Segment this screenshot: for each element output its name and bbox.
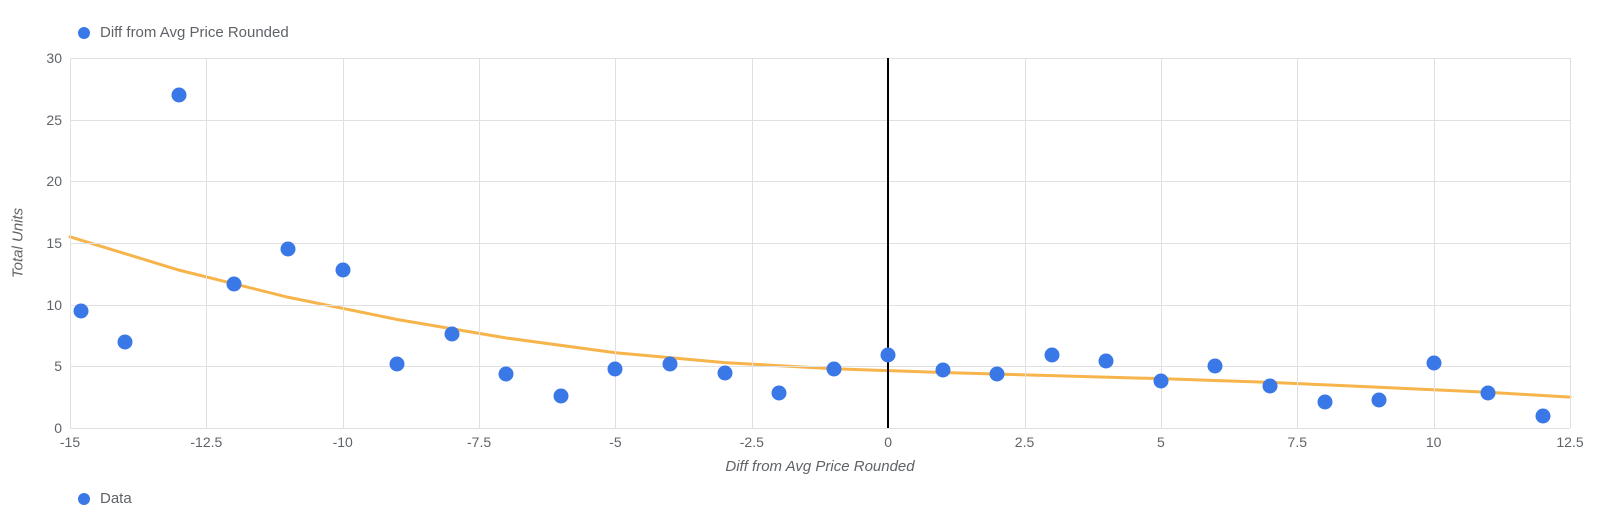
y-axis-label: Total Units: [10, 208, 27, 278]
data-point: [990, 366, 1005, 381]
data-point: [1208, 359, 1223, 374]
data-point: [663, 356, 678, 371]
gridline-vertical: [752, 58, 753, 428]
x-tick-label: -15: [60, 428, 80, 450]
data-point: [281, 242, 296, 257]
scatter-chart: Diff from Avg Price Rounded Data 0510152…: [0, 0, 1600, 503]
data-point: [73, 303, 88, 318]
gridline-horizontal: [70, 428, 1570, 429]
data-point: [335, 263, 350, 278]
x-tick-label: 5: [1157, 428, 1165, 450]
data-point: [608, 361, 623, 376]
gridline-vertical: [479, 58, 480, 428]
data-point: [826, 361, 841, 376]
data-point: [881, 348, 896, 363]
legend-item: Diff from Avg Price Rounded: [78, 24, 289, 41]
plot-area: 051015202530-15-12.5-10-7.5-5-2.502.557.…: [70, 58, 1570, 428]
gridline-horizontal: [70, 58, 1570, 59]
data-point: [499, 366, 514, 381]
data-point: [1535, 408, 1550, 423]
x-tick-label: 0: [884, 428, 892, 450]
x-tick-label: -12.5: [190, 428, 222, 450]
data-point: [772, 386, 787, 401]
data-point: [1099, 354, 1114, 369]
gridline-vertical: [70, 58, 71, 428]
data-point: [553, 388, 568, 403]
y-tick-label: 15: [46, 235, 70, 251]
gridline-horizontal: [70, 366, 1570, 367]
data-point: [1372, 392, 1387, 407]
legend-marker-icon: [78, 27, 90, 39]
data-point: [1263, 379, 1278, 394]
data-point: [935, 363, 950, 378]
data-point: [1317, 395, 1332, 410]
gridline-vertical: [1297, 58, 1298, 428]
x-tick-label: -5: [609, 428, 621, 450]
x-tick-label: -10: [333, 428, 353, 450]
x-tick-label: 7.5: [1288, 428, 1307, 450]
x-axis-label: Diff from Avg Price Rounded: [725, 458, 914, 475]
y-tick-label: 5: [54, 358, 70, 374]
legend-label: Diff from Avg Price Rounded: [100, 24, 289, 41]
gridline-horizontal: [70, 120, 1570, 121]
gridline-vertical: [206, 58, 207, 428]
x-tick-label: 12.5: [1556, 428, 1583, 450]
gridline-horizontal: [70, 181, 1570, 182]
legend-label: Data: [100, 490, 132, 507]
data-point: [390, 356, 405, 371]
y-tick-label: 25: [46, 112, 70, 128]
gridline-vertical: [1434, 58, 1435, 428]
y-tick-label: 20: [46, 173, 70, 189]
gridline-horizontal: [70, 243, 1570, 244]
data-point: [1426, 355, 1441, 370]
x-tick-label: 2.5: [1015, 428, 1034, 450]
x-tick-label: 10: [1426, 428, 1442, 450]
zero-axis-line: [887, 58, 889, 428]
x-tick-label: -2.5: [740, 428, 764, 450]
data-point: [226, 276, 241, 291]
y-tick-label: 30: [46, 50, 70, 66]
gridline-vertical: [343, 58, 344, 428]
y-tick-label: 10: [46, 297, 70, 313]
x-tick-label: -7.5: [467, 428, 491, 450]
gridline-vertical: [1570, 58, 1571, 428]
gridline-vertical: [1025, 58, 1026, 428]
legend-item: Data: [78, 490, 132, 507]
gridline-vertical: [1161, 58, 1162, 428]
trendline-path: [70, 237, 1570, 397]
data-point: [1153, 374, 1168, 389]
data-point: [717, 365, 732, 380]
data-point: [1044, 348, 1059, 363]
gridline-horizontal: [70, 305, 1570, 306]
data-point: [172, 88, 187, 103]
data-point: [117, 334, 132, 349]
data-point: [1481, 386, 1496, 401]
data-point: [444, 327, 459, 342]
